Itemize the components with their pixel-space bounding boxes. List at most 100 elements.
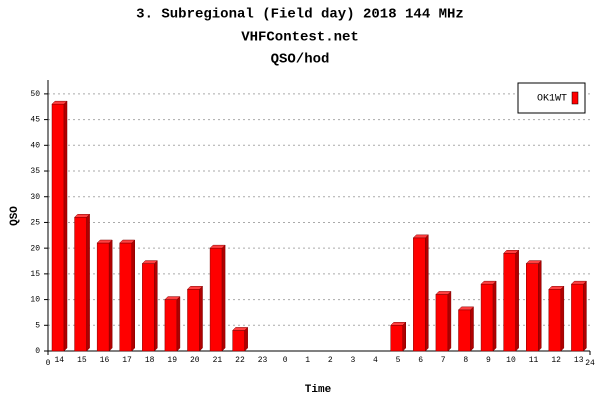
bar [503,249,520,352]
y-tick-label: 30 [30,193,40,202]
bar-side [560,285,565,352]
bar [570,280,588,352]
x-tick-label: 7 [441,356,446,365]
bar-top [73,214,91,218]
x-tick-label: 16 [100,356,110,365]
y-tick-label: 0 [35,347,40,356]
bar-side [583,280,587,352]
y-tick-label: 20 [30,244,40,253]
bar-front [142,263,155,352]
chart-subtitle: VHFContest.net [241,30,359,46]
x-tick-label: 8 [463,356,468,365]
bar [164,295,181,352]
bar [525,259,542,352]
bar-top [503,250,520,254]
bar-front [571,283,584,352]
bar-top [570,280,588,285]
bar-front [51,103,65,352]
bar-front [74,217,87,352]
bar-side [515,249,519,352]
bar [96,239,113,352]
x-tick-label: 0 [46,359,51,368]
y-axis-label: QSO [9,206,21,226]
bar-front [435,294,449,352]
legend-label: OK1WT [537,94,567,105]
y-tick-label: 40 [30,141,40,150]
y-tick-label: 25 [30,219,40,228]
x-tick-label: 22 [235,356,245,365]
x-axis-label: Time [305,384,332,396]
bar-front [526,263,539,352]
bar-side [63,100,68,352]
bar-top [209,244,226,249]
bar-front [96,242,110,352]
x-tick-label: 18 [145,356,155,365]
x-tick-label: 15 [77,356,87,365]
bar [548,285,565,352]
bar [412,234,429,352]
chart-subtitle: QSO/hod [271,52,330,68]
x-tick-label: 11 [529,356,539,365]
bar-side [425,234,429,352]
x-tick-label: 4 [373,356,378,365]
bar [457,306,475,352]
x-tick-label: 3 [350,356,355,365]
x-tick-label: 13 [574,356,584,365]
bar-top [548,286,565,290]
bar-top [435,291,452,295]
bar [232,326,249,352]
bar [119,239,136,352]
x-tick-label: 6 [418,356,423,365]
bar-top [457,306,475,311]
bar-side [538,259,542,352]
x-tick-label: 1 [305,356,310,365]
x-tick-label: 17 [122,356,132,365]
bar-top [141,260,158,264]
bar-side [154,259,158,352]
bar-front [232,330,245,352]
y-tick-label: 50 [30,90,40,99]
bar-side [447,290,452,352]
x-tick-label: 20 [190,356,200,365]
x-tick-label: 21 [213,356,223,365]
bar [480,280,497,352]
bar-front [413,237,426,352]
bar-front [209,247,223,352]
x-tick-label: 14 [54,356,64,365]
bar-side [199,285,203,352]
bar-front [480,283,494,352]
x-tick-label: 2 [328,356,333,365]
bar-front [119,242,132,352]
y-tick-label: 45 [30,116,40,125]
bar-top [480,280,497,285]
bar-side [86,213,90,352]
bar-side [108,239,113,352]
bar-front [390,325,403,352]
bar [209,244,226,352]
bar-top [232,327,249,331]
bar-side [492,280,497,352]
bar-top [525,260,542,264]
bar-side [131,239,135,352]
x-tick-label: 10 [506,356,516,365]
y-tick-label: 10 [30,296,40,305]
bar-top [119,239,136,244]
bar-top [96,239,113,244]
bar [186,285,204,352]
x-tick-label: 5 [396,356,401,365]
bar-front [187,289,200,352]
bar-front [548,289,562,352]
bar-side [244,326,248,352]
x-tick-label: 23 [258,356,268,365]
bar-top [164,296,181,300]
bar [73,213,91,352]
x-tick-label: 24 [585,359,595,368]
bar-side [470,306,474,352]
x-tick-label: 12 [551,356,561,365]
bar [51,100,68,352]
bar-front [503,253,516,352]
bar-top [412,234,429,239]
bar-top [51,100,68,105]
bar [141,259,158,352]
